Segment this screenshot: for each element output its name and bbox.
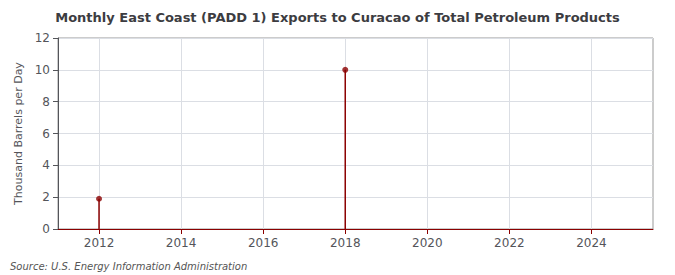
svg-text:Monthly East Coast (PADD 1) Ex: Monthly East Coast (PADD 1) Exports to C…: [55, 10, 620, 25]
svg-text:12: 12: [35, 31, 50, 45]
svg-text:2016: 2016: [248, 236, 279, 250]
svg-text:8: 8: [42, 95, 50, 109]
svg-text:2012: 2012: [84, 236, 115, 250]
svg-text:4: 4: [42, 158, 50, 172]
svg-text:Source: U.S. Energy Informatio: Source: U.S. Energy Information Administ…: [10, 261, 247, 272]
svg-text:2022: 2022: [494, 236, 525, 250]
svg-text:2014: 2014: [166, 236, 197, 250]
svg-text:0: 0: [42, 222, 50, 236]
svg-text:6: 6: [42, 127, 50, 141]
svg-text:2018: 2018: [330, 236, 361, 250]
svg-text:2024: 2024: [576, 236, 607, 250]
svg-text:2020: 2020: [412, 236, 443, 250]
svg-text:2: 2: [42, 190, 50, 204]
svg-text:Thousand Barrels per Day: Thousand Barrels per Day: [12, 62, 25, 206]
svg-text:10: 10: [35, 63, 50, 77]
